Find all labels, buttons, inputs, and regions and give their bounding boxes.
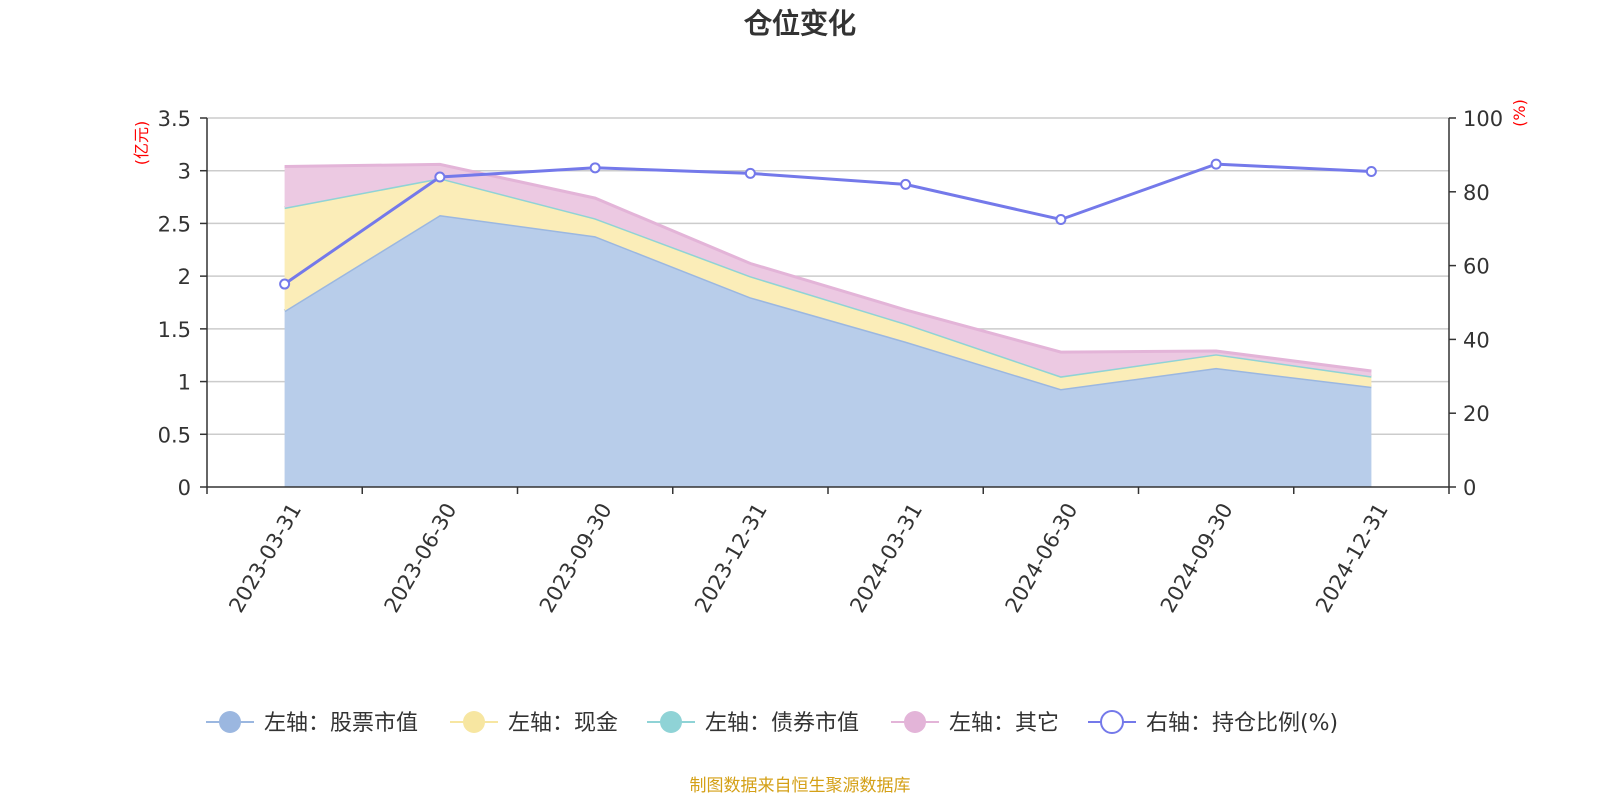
right-axis-tick-label: 0 — [1463, 476, 1476, 500]
x-axis-label: 2023-03-31 — [224, 499, 306, 617]
legend-label: 左轴：债券市值 — [705, 711, 859, 736]
area-0 — [284, 215, 1372, 487]
legend-label: 左轴：股票市值 — [264, 711, 418, 736]
legend-marker — [219, 711, 241, 733]
x-axis-label: 2024-12-31 — [1311, 499, 1393, 617]
left-axis-tick-label: 3.5 — [158, 107, 191, 131]
area-3 — [284, 164, 1372, 377]
left-axis-tick-label: 1 — [178, 371, 191, 395]
right-axis-tick-label: 40 — [1463, 328, 1490, 352]
legend-label: 左轴：其它 — [949, 711, 1059, 736]
ratio-point — [900, 178, 912, 190]
right-axis-unit: (%) — [1510, 99, 1529, 127]
ratio-point — [1365, 166, 1377, 178]
x-axis-label: 2024-03-31 — [845, 499, 927, 617]
left-axis-tick-label: 1.5 — [158, 318, 191, 342]
right-axis-tick-label: 60 — [1463, 255, 1490, 279]
ratio-point — [1055, 213, 1067, 225]
left-axis-tick-label: 0.5 — [158, 423, 191, 447]
ratio-point — [744, 167, 756, 179]
ratio-line-path — [283, 162, 1372, 286]
ratio-point — [279, 278, 291, 290]
legend-label: 左轴：现金 — [508, 711, 618, 736]
left-axis-tick-label: 0 — [178, 476, 191, 500]
legend-label: 右轴：持仓比例(%) — [1146, 711, 1338, 736]
stacked-areas — [283, 162, 1372, 487]
ratio-point — [589, 162, 601, 174]
left-axis-tick-label: 2 — [178, 265, 191, 289]
legend: 左轴：股票市值 左轴：现金 左轴：债券市值 左轴：其它 右轴：持仓比例(%) — [206, 710, 1338, 736]
chart-title: 仓位变化 — [743, 7, 856, 40]
left-axis-tick-label: 3 — [178, 160, 191, 184]
area-edge-3 — [284, 162, 1372, 373]
left-axis-unit: (亿元) — [132, 121, 151, 166]
legend-marker — [1100, 710, 1124, 734]
legend-marker — [904, 711, 926, 733]
ratio-point — [434, 171, 446, 183]
data-source-note: 制图数据来自恒生聚源数据库 — [690, 776, 911, 796]
left-axis-tick-label: 2.5 — [158, 212, 191, 236]
x-axis-label: 2024-09-30 — [1156, 499, 1238, 617]
x-axis-label: 2023-12-31 — [690, 499, 772, 617]
x-axis-label: 2023-09-30 — [535, 499, 617, 617]
right-axis-tick-label: 20 — [1463, 402, 1490, 426]
legend-marker — [463, 711, 485, 733]
right-axis-tick-label: 100 — [1463, 107, 1503, 131]
legend-marker — [660, 711, 682, 733]
area-1 — [284, 178, 1372, 389]
ratio-point — [1210, 158, 1222, 170]
position-ratio-line — [279, 158, 1377, 290]
x-axis-label: 2024-06-30 — [1001, 499, 1083, 617]
right-axis-tick-label: 80 — [1463, 181, 1490, 205]
x-axis-label: 2023-06-30 — [380, 499, 462, 617]
